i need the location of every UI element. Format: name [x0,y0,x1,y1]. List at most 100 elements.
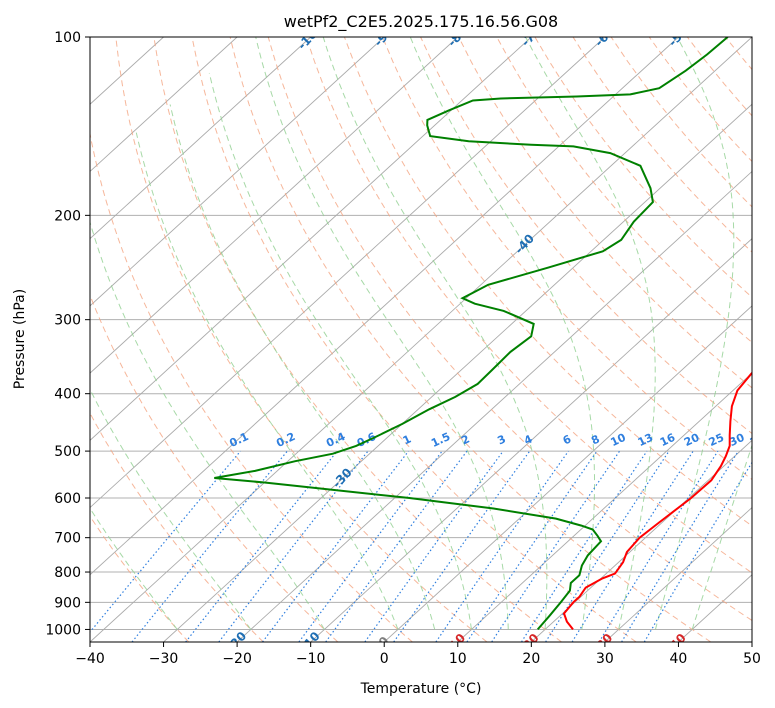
mixing-ratio-label: 1.5 [429,430,452,450]
y-tick-label: 400 [54,387,81,403]
mixing-ratio-line [466,450,598,642]
isotherm-value-label: 40 [667,631,689,653]
mixing-ratio-line [262,450,409,642]
moist-adiabat [255,37,509,630]
mixing-ratio-label: 10 [608,431,628,449]
dry-adiabat [725,37,752,71]
background-lines [90,37,775,642]
mixing-ratio-line [90,450,241,633]
dry-adiabat [496,37,752,344]
moist-adiabat [208,72,472,630]
profile-series [214,37,752,631]
mixing-ratio-label: 16 [658,431,678,449]
moist-adiabat [90,388,252,630]
mixing-ratio-line [435,450,569,642]
mixing-ratio-label: 1 [401,432,413,447]
isotherm-value-label: 0 [376,634,392,650]
y-tick-label: 1000 [45,622,81,638]
mixing-ratio-line [621,450,739,642]
isotherm-line [236,170,752,642]
temperature-profile [562,371,752,631]
isotherm-line [531,439,752,642]
y-axis-label: Pressure (hPa) [12,289,28,389]
mixing-ratio-line [393,450,531,642]
mixing-ratio-line [325,450,468,642]
isotherm-line [457,372,752,642]
mixing-ratio-label: 4 [522,432,535,447]
x-tick-label: −10 [296,651,326,667]
y-tick-label: 500 [54,444,81,460]
y-tick-label: 800 [54,565,81,581]
isotherm-line [383,305,752,642]
isotherm-line [751,641,752,642]
moist-adiabat [135,132,399,630]
isotherm-line [90,37,752,642]
dry-adiabat [534,37,752,298]
x-tick-label: 30 [596,651,614,667]
mixing-ratio-line [545,450,670,642]
isotherm-line [90,37,459,374]
mixing-ratio-line [298,450,443,642]
y-tick-label: 900 [54,595,81,611]
dry-adiabat [153,37,562,642]
isotherm-line [604,506,752,642]
x-tick-label: 20 [522,651,540,667]
dry-adiabat [267,37,752,622]
moist-adiabat [169,104,436,630]
y-tick-label: 100 [54,30,81,46]
plot-frame [89,36,753,643]
dry-adiabat [305,37,752,574]
mixing-ratio-line [185,450,338,642]
isotherm-line [90,37,311,240]
mixing-ratio-line [364,450,504,642]
isotherm-line [90,37,606,509]
x-axis-label: Temperature (°C) [360,681,482,697]
dry-adiabat [90,131,413,642]
chart-title: wetPf2_C2E5.2025.175.16.56.G08 [284,12,558,32]
isotherm-value-label: 20 [520,631,542,653]
dry-adiabat [90,412,264,642]
dry-adiabat [764,37,775,642]
mixing-ratio-label: 6 [561,432,574,447]
x-tick-label: 10 [449,651,467,667]
y-tick-label: 200 [54,208,81,224]
x-tick-label: 40 [670,651,688,667]
dewpoint-profile [214,37,729,631]
isotherm-line [90,37,238,173]
isotherm-value-label: 10 [447,631,469,653]
y-tick-label: 600 [54,491,81,507]
moist-adiabat [525,37,656,630]
y-tick-label: 700 [54,531,81,547]
dry-adiabat [686,37,752,117]
mixing-ratio-label: 3 [495,432,507,447]
isotherm-value-label: 30 [594,631,616,653]
moist-adiabat [691,443,752,630]
mixing-ratio-label: 30 [727,431,747,449]
dry-adiabat [90,515,190,642]
mixing-ratio-line [131,450,288,642]
mixing-ratio-label: 0.4 [324,430,347,450]
mixing-ratio-label: 0.6 [355,430,378,450]
dry-adiabat [115,37,488,642]
mixing-ratio-label: 2 [459,432,471,447]
mixing-ratio-label: 36 [748,431,768,449]
isotherm-line [90,37,679,576]
x-tick-label: −30 [149,651,179,667]
dry-adiabat [343,37,752,527]
mixing-ratio-line [520,450,648,642]
y-tick-label: 300 [54,313,81,329]
dry-adiabat [572,37,752,253]
x-tick-label: 0 [380,651,389,667]
moist-adiabat [90,507,178,630]
dry-adiabat [648,37,752,163]
moist-adiabat [322,37,548,630]
mixing-ratio-label: 13 [636,431,655,449]
isotherm-line [90,37,385,307]
mixing-ratio-label: 25 [707,431,726,449]
mixing-ratio-label: 20 [682,431,702,449]
x-tick-label: 50 [743,651,761,667]
dry-adiabat [191,37,637,642]
dry-adiabat [610,37,752,208]
x-tick-label: −20 [222,651,252,667]
